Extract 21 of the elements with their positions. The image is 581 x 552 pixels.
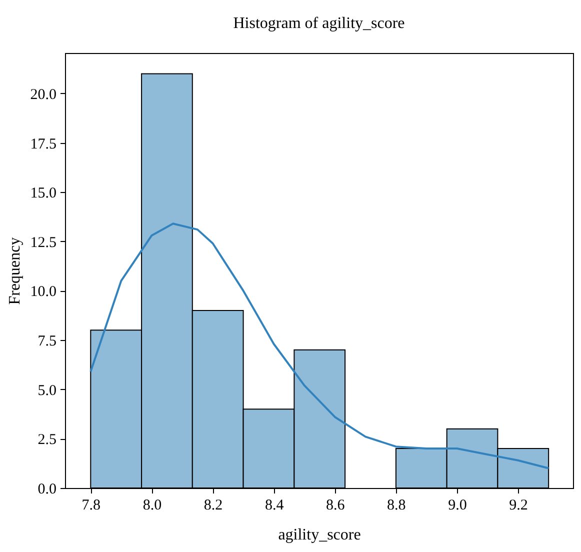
y-tick-label: 15.0: [30, 186, 56, 202]
x-axis-title: agility_score: [278, 526, 361, 544]
y-tick-label: 2.5: [38, 432, 56, 448]
x-tick-label: 8.4: [264, 498, 284, 514]
y-tick-label: 10.0: [30, 284, 56, 300]
x-tick-label: 8.0: [142, 498, 162, 514]
x-tick-label: 8.2: [204, 498, 223, 514]
y-tick-label: 0.0: [38, 482, 56, 498]
y-tick-label: 20.0: [30, 86, 56, 103]
x-tick-label: 9.0: [448, 498, 467, 514]
x-tick-label: 7.8: [82, 498, 101, 514]
x-tick-label: 9.2: [509, 498, 528, 514]
y-tick-label: 17.5: [30, 136, 56, 152]
y-tick-label: 12.5: [30, 234, 56, 251]
y-tick-label: 7.5: [38, 334, 56, 350]
line-series: [90, 222, 550, 470]
x-tick-label: 8.6: [326, 498, 346, 514]
chart-title: Histogram of agility_score: [233, 15, 405, 32]
y-tick-label: 5.0: [38, 382, 56, 399]
x-tick-label: 8.8: [387, 498, 406, 514]
y-axis-title: Frequency: [6, 237, 24, 305]
